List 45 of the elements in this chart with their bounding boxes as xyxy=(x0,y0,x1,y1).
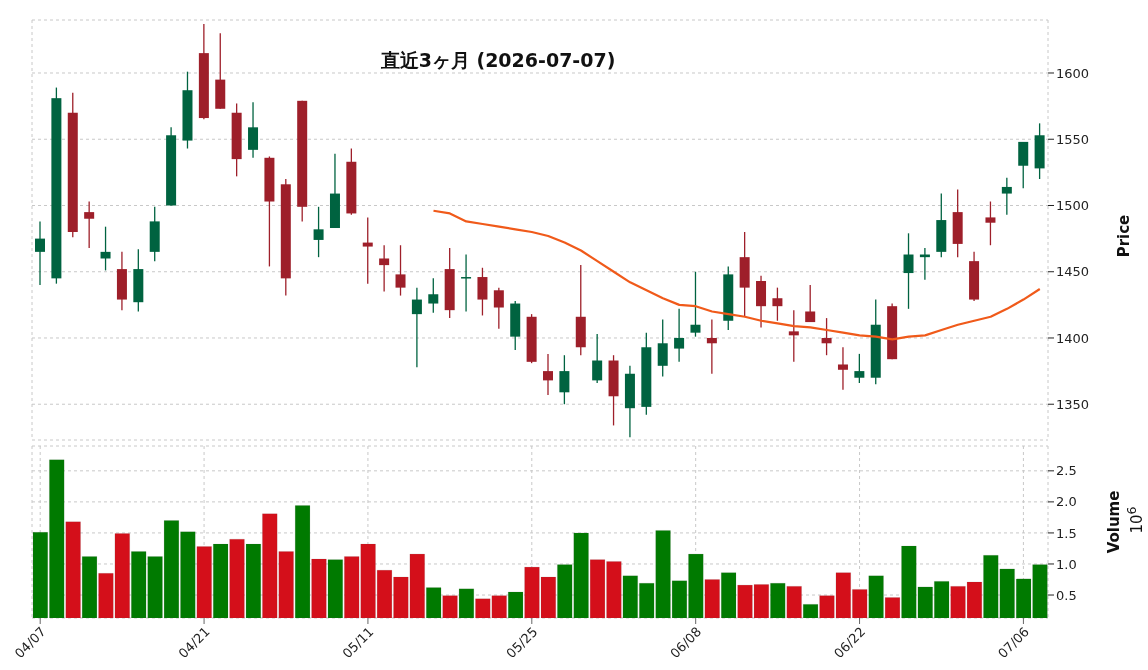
candlestick xyxy=(362,216,373,285)
y-tick-label: 1450 xyxy=(1056,264,1090,280)
candlestick xyxy=(657,318,668,378)
candlestick xyxy=(690,271,701,338)
candlestick xyxy=(100,226,111,272)
candlestick xyxy=(248,101,259,159)
y-tick-label: 1.0 xyxy=(1056,556,1077,572)
candlestick xyxy=(837,346,848,391)
y-tick-label: 2.5 xyxy=(1056,463,1077,479)
candlestick xyxy=(35,220,45,286)
y-tick-label: 1550 xyxy=(1056,131,1090,147)
y-tick-label: 1400 xyxy=(1056,330,1090,346)
candlestick xyxy=(1001,177,1012,216)
line-series xyxy=(432,209,1041,341)
candlestick xyxy=(379,244,390,293)
candlestick xyxy=(411,286,422,368)
candlestick xyxy=(854,353,865,384)
candlestick xyxy=(559,354,570,405)
y-tick-label: 1.5 xyxy=(1056,525,1077,541)
y-tick-label: 2.0 xyxy=(1056,494,1077,510)
text: 直近3ヶ月 (2026-07-07) xyxy=(379,48,617,73)
candlestick xyxy=(461,253,472,313)
candlestick xyxy=(788,309,799,363)
y-axis-title: Price xyxy=(1115,214,1133,258)
candlestick xyxy=(1018,141,1029,189)
candlestick xyxy=(592,333,603,384)
candlestick xyxy=(706,318,717,375)
candlestick xyxy=(805,284,816,323)
candlestick xyxy=(543,353,553,396)
candlestick xyxy=(395,244,406,297)
candlestick xyxy=(985,200,996,246)
y-tick-label: 0.5 xyxy=(1056,587,1077,603)
candlestick xyxy=(477,267,488,317)
candlestick xyxy=(821,317,832,356)
candlestick xyxy=(313,206,324,258)
candlestick xyxy=(772,286,783,322)
candlestick xyxy=(84,200,95,249)
y-tick-label: 1600 xyxy=(1056,65,1090,81)
candlestick xyxy=(903,232,914,310)
y-tick-label: 1500 xyxy=(1056,198,1090,214)
candlestick xyxy=(674,308,685,363)
candlestick xyxy=(493,286,504,330)
y-tick-label: 1350 xyxy=(1056,396,1090,412)
candlestick xyxy=(428,277,439,314)
y-axis-title: Volume xyxy=(1105,490,1123,554)
